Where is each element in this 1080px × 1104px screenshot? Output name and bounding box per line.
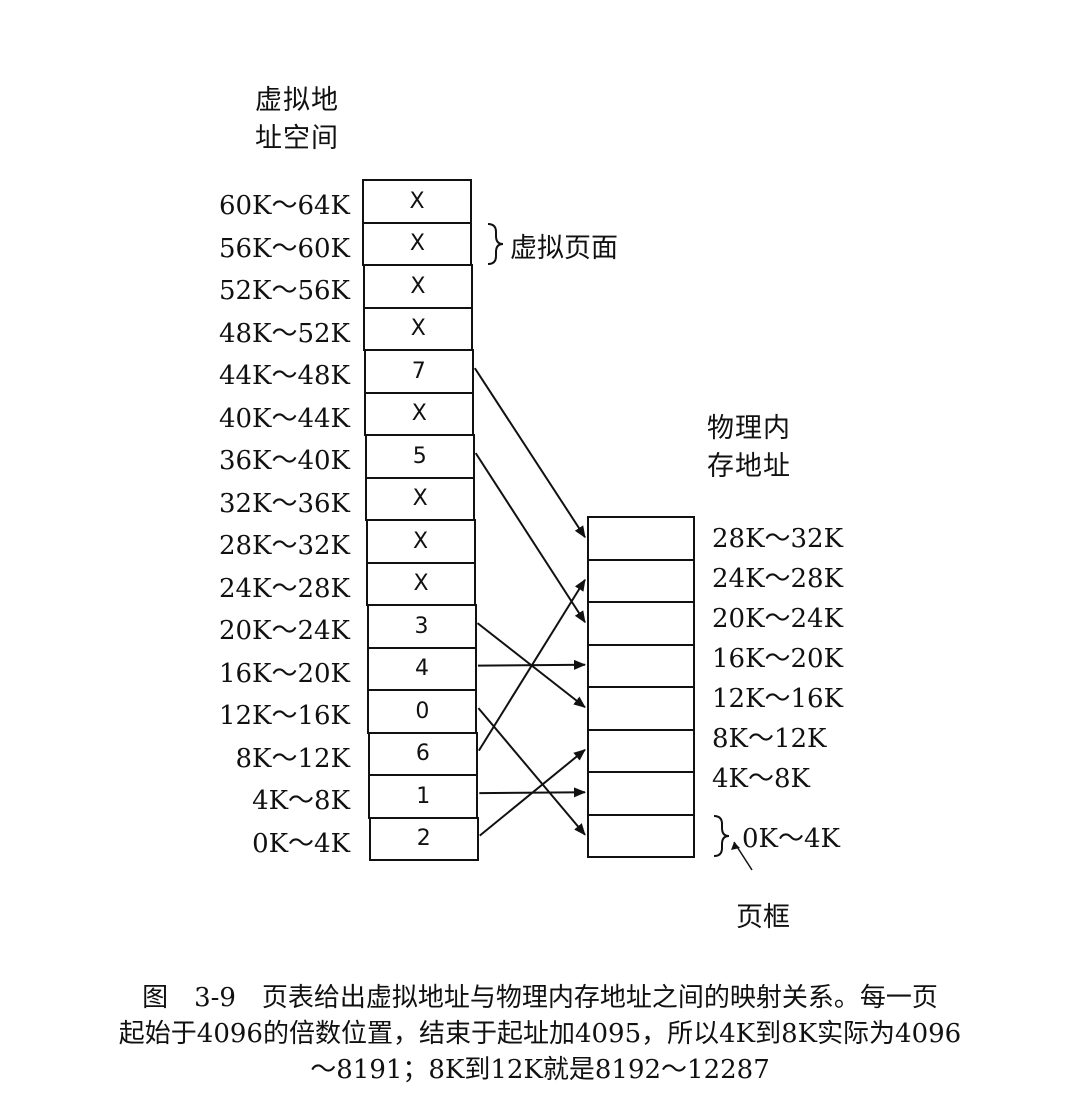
virtual-page-cell: X [365, 476, 476, 521]
heading-line: 虚拟地 [255, 85, 339, 116]
virtual-page-cell: X [366, 561, 477, 606]
virtual-page-brace [487, 223, 504, 265]
virtual-range-label: 28K～32K [218, 531, 350, 561]
mapping-arrow [473, 367, 586, 539]
virtual-range-label: 12K～16K [218, 701, 350, 731]
physical-range-label: 28K～32K [712, 524, 844, 554]
caption-line: ～8191；8K到12K就是8192～12287 [310, 1055, 770, 1085]
heading-line: 址空间 [255, 123, 339, 154]
physical-range-label: 16K～20K [712, 644, 844, 674]
virtual-range-label: 56K～60K [218, 233, 350, 264]
virtual-range-label: 8K～12K [235, 743, 350, 774]
page-frame-note: 页框 [736, 902, 790, 933]
mapping-arrow [478, 578, 586, 752]
physical-range-label: 8K～12K [712, 724, 827, 754]
virtual-range-label: 0K～4K [252, 828, 350, 859]
mapping-arrow [479, 748, 586, 837]
caption-line: 起始于4096的倍数位置，结束于起址加4095，所以4K到8K实际为4096 [118, 1019, 962, 1049]
virtual-page-note: 虚拟页面 [510, 233, 618, 264]
virtual-range-label: 52K～56K [218, 276, 350, 306]
virtual-range-label: 16K～20K [218, 658, 350, 689]
virtual-page-cell: X [364, 391, 475, 436]
physical-range-label: 0K～4K [742, 824, 840, 854]
virtual-page-cell: X [362, 264, 473, 309]
physical-frame-cell [587, 558, 695, 603]
physical-range-label: 4K～8K [712, 764, 810, 794]
figure-caption: 图 3-9 页表给出虚拟地址与物理内存地址之间的映射关系。每一页 起始于4096… [40, 980, 1040, 1088]
physical-range-label: 24K～28K [712, 564, 844, 594]
physical-range-label: 12K～16K [712, 684, 844, 714]
virtual-page-cell: X [362, 221, 473, 266]
heading-line: 存地址 [707, 451, 791, 482]
virtual-page-cell: 5 [364, 434, 475, 479]
virtual-address-space-heading: 虚拟地 址空间 [255, 82, 339, 158]
physical-frame-cell [587, 813, 695, 858]
physical-frame-cell [587, 686, 695, 731]
physical-frame-cell [587, 728, 695, 773]
physical-range-label: 20K～24K [712, 604, 844, 634]
virtual-range-label: 4K～8K [252, 786, 350, 816]
virtual-range-label: 60K～64K [218, 191, 350, 221]
page-frame-brace [713, 815, 730, 857]
virtual-page-cell: 3 [366, 604, 477, 649]
virtual-range-label: 20K～24K [218, 616, 350, 646]
heading-line: 物理内 [707, 413, 791, 444]
virtual-page-cell: 0 [367, 689, 478, 734]
virtual-range-label: 44K～48K [218, 361, 350, 391]
mapping-arrow [474, 452, 586, 624]
virtual-range-label: 36K～40K [218, 446, 350, 476]
virtual-page-cell: 7 [363, 349, 474, 394]
virtual-range-label: 32K～36K [218, 488, 350, 519]
caption-line: 图 3-9 页表给出虚拟地址与物理内存地址之间的映射关系。每一页 [142, 983, 938, 1013]
virtual-page-cell: 2 [368, 816, 479, 861]
virtual-range-label: 24K～28K [218, 573, 350, 604]
mapping-arrow [477, 707, 586, 836]
virtual-range-label: 40K～44K [218, 403, 350, 434]
virtual-range-label: 48K～52K [218, 318, 350, 349]
physical-address-heading: 物理内 存地址 [707, 410, 791, 486]
